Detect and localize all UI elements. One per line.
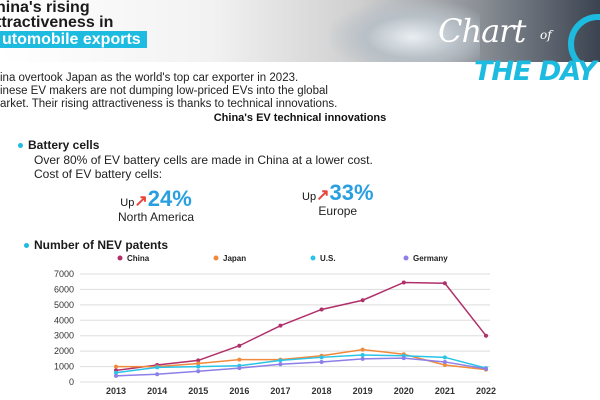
brand-of-word: of: [540, 28, 552, 42]
data-point: [319, 359, 324, 364]
data-point: [401, 356, 406, 361]
intro-paragraph: ina overtook Japan as the world's top ca…: [0, 72, 490, 111]
arrow-up-icon: ↗: [316, 187, 330, 204]
battery-section: Battery cells: [18, 138, 99, 152]
x-tick-label: 2016: [229, 386, 249, 396]
legend-label: U.S.: [320, 254, 336, 263]
y-tick-label: 7000: [54, 269, 74, 279]
legend-label: Germany: [413, 254, 448, 263]
intro-line-1: ina overtook Japan as the world's top ca…: [0, 72, 299, 84]
data-point: [114, 364, 118, 369]
x-tick-label: 2018: [312, 386, 332, 396]
x-tick-label: 2022: [476, 386, 496, 396]
y-tick-label: 2000: [54, 346, 74, 356]
data-point: [155, 365, 160, 370]
data-point: [360, 353, 365, 357]
brand-chart-word: Chart: [438, 12, 526, 50]
battery-description: Over 80% of EV battery cells are made in…: [34, 153, 373, 181]
y-tick-label: 0: [69, 377, 74, 387]
data-point: [196, 358, 201, 363]
car-photo: [330, 0, 480, 62]
headline-line-2: ttractiveness in: [0, 14, 114, 31]
section-title: China's EV technical innovations: [213, 112, 387, 124]
series-line: [115, 354, 487, 374]
stat-percent: 24%: [147, 186, 192, 211]
stat-region: North America: [118, 210, 195, 224]
x-tick-label: 2021: [435, 386, 455, 396]
data-point: [237, 357, 242, 362]
header-banner: hina's rising ttractiveness in utomobile…: [0, 0, 600, 62]
data-point: [442, 281, 447, 286]
y-tick-label: 6000: [54, 284, 74, 294]
data-point: [319, 355, 324, 360]
legend-marker: [117, 255, 123, 261]
x-tick-label: 2017: [270, 386, 290, 396]
data-point: [401, 280, 406, 285]
stat-region: Europe: [318, 204, 358, 218]
arrow-up-icon: ↗: [134, 193, 148, 210]
headline-line-1: hina's rising: [0, 0, 90, 16]
stat-percent: 33%: [329, 180, 374, 205]
data-point: [237, 366, 242, 371]
brand-ring-icon: [568, 14, 600, 62]
data-point: [484, 366, 488, 371]
x-tick-label: 2015: [188, 386, 208, 396]
data-point: [442, 363, 447, 368]
brand-the-day: THE DAY: [474, 56, 597, 87]
stat-europe: Up↗33% Europe: [302, 180, 374, 218]
data-point: [442, 359, 447, 364]
data-point: [278, 362, 283, 367]
data-point: [114, 373, 118, 378]
data-point: [484, 333, 488, 338]
data-point: [360, 356, 365, 361]
bullet-icon: [24, 243, 29, 249]
data-point: [196, 364, 201, 369]
legend-marker: [213, 255, 219, 261]
nev-patents-chart: 0 1000 2000 3000 4000 5000 6000 7000 2013 2014 201…: [54, 254, 496, 396]
legend-marker: [310, 255, 316, 261]
headline: hina's rising ttractiveness in utomobile…: [0, 0, 296, 48]
intro-line-2: inese EV makers are not dumping low-pric…: [0, 85, 328, 97]
data-point: [360, 298, 365, 303]
data-point: [114, 370, 118, 375]
x-tick-label: 2020: [394, 386, 414, 396]
data-point: [155, 372, 160, 377]
data-point: [278, 358, 283, 363]
data-point: [196, 361, 201, 366]
battery-desc-line-2: Cost of EV battery cells:: [34, 167, 163, 181]
data-point: [278, 323, 283, 328]
headline-line-3: utomobile exports: [0, 31, 147, 48]
y-tick-label: 4000: [54, 315, 74, 325]
patents-title: Number of NEV patents: [34, 238, 169, 252]
stat-north-america: Up↗24% North America: [118, 186, 194, 224]
series-line: [115, 281, 487, 372]
y-tick-label: 3000: [54, 331, 74, 341]
battery-desc-line-1: Over 80% of EV battery cells are made in…: [34, 153, 373, 167]
data-point: [319, 307, 324, 312]
x-tick-label: 2013: [106, 386, 126, 396]
data-point: [442, 355, 447, 360]
intro-line-3: arket. Their rising attractiveness is th…: [0, 98, 338, 110]
legend-label: Japan: [223, 254, 246, 263]
stat-up-label: Up: [120, 197, 135, 209]
legend-marker: [403, 255, 409, 261]
series-line: [115, 357, 487, 377]
data-point: [237, 343, 242, 348]
battery-title: Battery cells: [28, 138, 100, 152]
legend-label: China: [127, 254, 150, 263]
bullet-icon: [18, 143, 23, 149]
y-tick-label: 5000: [54, 300, 74, 310]
y-tick-label: 1000: [54, 362, 74, 372]
patents-section: Number of NEV patents: [24, 238, 168, 252]
x-tick-label: 2019: [353, 386, 373, 396]
stat-up-label: Up: [302, 191, 317, 203]
data-point: [360, 347, 365, 352]
x-tick-label: 2014: [147, 386, 167, 396]
data-point: [196, 369, 201, 374]
